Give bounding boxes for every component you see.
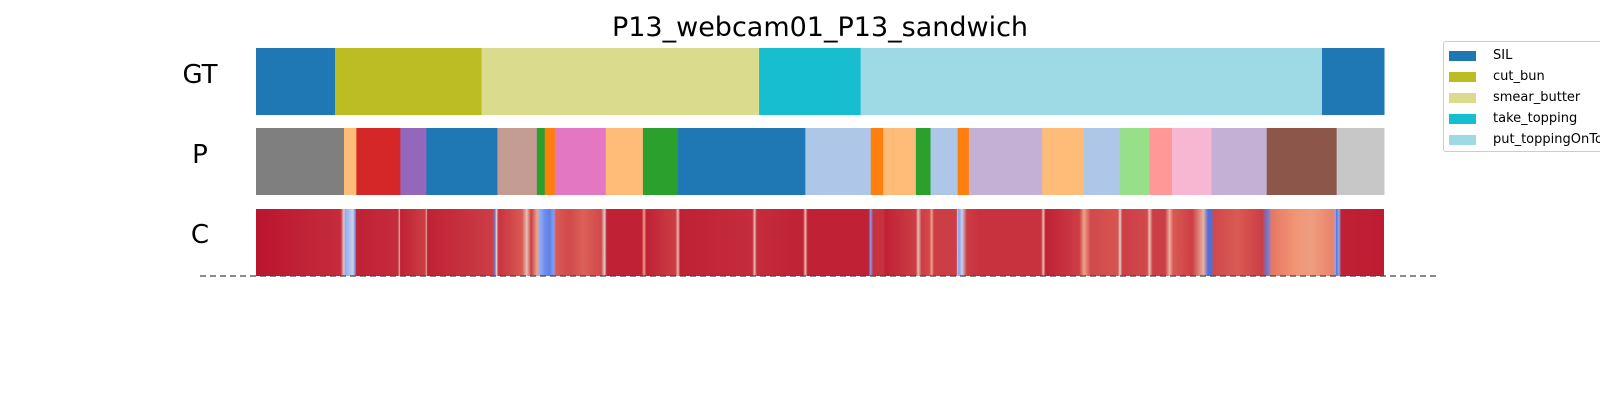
p-segment-1: [343, 128, 357, 195]
chart-title: P13_webcam01_P13_sandwich: [611, 12, 1029, 43]
p-segment-16: [930, 128, 959, 195]
gt-segment-1: [334, 48, 483, 115]
legend-label: put_toppingOnTo: [1493, 132, 1600, 147]
legend: SIL cut_bun smear_butter take_topping put_to…: [1443, 41, 1600, 152]
legend-swatch: [1449, 114, 1476, 124]
p-segment-22: [1149, 128, 1173, 195]
row-label-c: C: [190, 220, 210, 250]
p-segment-8: [554, 128, 607, 195]
p-segment-0: [256, 128, 345, 195]
legend-item: take_topping: [1449, 109, 1600, 129]
legend-swatch: [1449, 93, 1476, 103]
legend-swatch: [1449, 51, 1476, 61]
p-segment-15: [915, 128, 932, 195]
row-label-p: P: [192, 140, 208, 170]
p-segment-21: [1120, 128, 1150, 195]
p-segment-2: [356, 128, 401, 195]
p-segment-3: [400, 128, 427, 195]
p-segment-24: [1211, 128, 1268, 195]
legend-swatch: [1449, 135, 1476, 145]
gt-segment-4: [860, 48, 1323, 115]
legend-swatch: [1449, 72, 1476, 82]
p-segment-23: [1171, 128, 1212, 195]
row-label-gt: GT: [182, 60, 218, 90]
p-segment-4: [426, 128, 498, 195]
p-segment-11: [677, 128, 806, 195]
confidence-row: [256, 209, 1384, 276]
p-segment-6: [536, 128, 546, 195]
p-segment-26: [1336, 128, 1385, 195]
legend-item: SIL: [1449, 46, 1600, 66]
legend-label: take_topping: [1493, 111, 1578, 126]
legend-label: smear_butter: [1493, 90, 1581, 105]
p-segment-5: [497, 128, 538, 195]
prediction-row: [256, 128, 1385, 195]
p-segment-25: [1266, 128, 1338, 195]
gt-segment-0: [256, 48, 336, 115]
p-segment-14: [883, 128, 917, 195]
p-segment-9: [605, 128, 644, 195]
p-segment-7: [544, 128, 556, 195]
gt-segment-3: [759, 48, 862, 115]
p-segment-13: [870, 128, 884, 195]
legend-item: smear_butter: [1449, 88, 1600, 108]
legend-item: cut_bun: [1449, 67, 1600, 87]
legend-label: SIL: [1493, 48, 1513, 63]
p-segment-20: [1083, 128, 1121, 195]
gt-segment-2: [481, 48, 760, 115]
p-segment-19: [1042, 128, 1085, 195]
p-segment-17: [957, 128, 970, 195]
p-segment-10: [642, 128, 679, 195]
legend-label: cut_bun: [1493, 69, 1545, 84]
p-segment-12: [805, 128, 872, 195]
gt-row: [256, 48, 1385, 115]
confidence-strip: [256, 209, 1384, 276]
p-segment-18: [968, 128, 1043, 195]
gt-segment-5: [1321, 48, 1385, 115]
legend-item: put_toppingOnTo: [1449, 130, 1600, 150]
